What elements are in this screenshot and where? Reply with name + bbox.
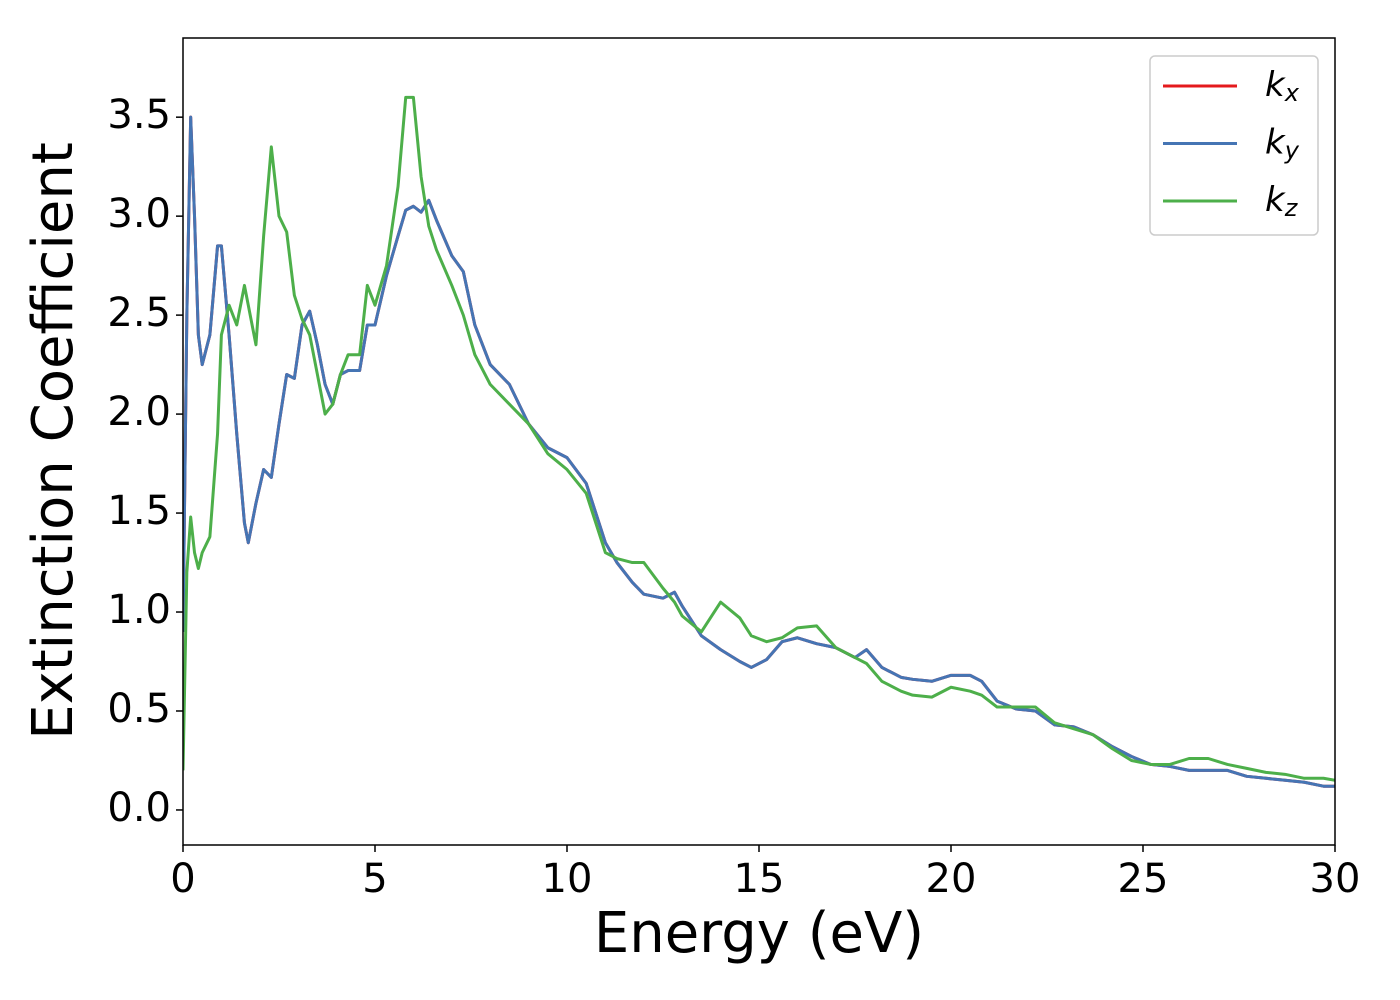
y-tick-label: 3.0 (107, 191, 171, 237)
x-tick-label: 30 (1310, 856, 1361, 902)
y-axis-label: Extinction Coefficient (21, 142, 86, 740)
y-tick-label: 2.5 (107, 290, 171, 336)
x-tick-label: 5 (362, 856, 387, 902)
plot-area (183, 95, 1335, 788)
plot-frame (182, 37, 1336, 846)
y-tick-label: 3.5 (107, 92, 171, 138)
x-tick-label: 20 (926, 856, 977, 902)
y-tick-label: 0.0 (107, 785, 171, 831)
y-tick-label: 1.0 (107, 587, 171, 633)
y-tick-label: 0.5 (107, 686, 171, 732)
x-tick-label: 0 (170, 856, 195, 902)
data-line (183, 95, 1335, 782)
legend-label: ky (1265, 122, 1300, 165)
legend-box (1149, 55, 1319, 236)
x-tick-label: 10 (542, 856, 593, 902)
legend: kx ky kz (1149, 55, 1319, 236)
legend-label: kx (1265, 65, 1300, 108)
x-axis-label: Energy (eV) (594, 901, 924, 966)
x-tick-label: 15 (734, 856, 785, 902)
x-tick-label: 25 (1118, 856, 1169, 902)
legend-label: kz (1265, 180, 1299, 223)
y-tick-label: 1.5 (107, 488, 171, 534)
y-tick-label: 2.0 (107, 389, 171, 435)
